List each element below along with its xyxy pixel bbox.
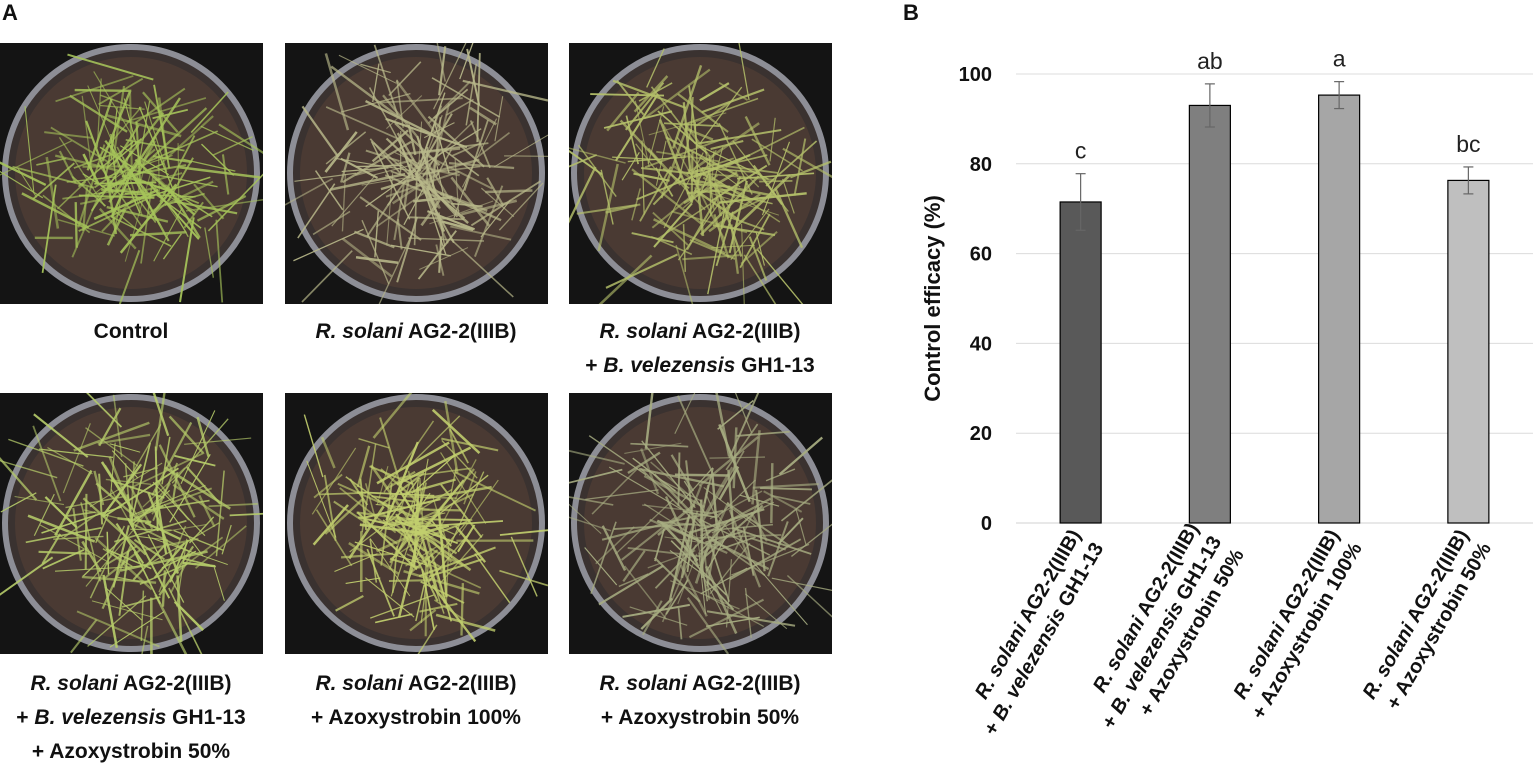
- x-category-label: R. solani AG2-2(IIIB)+ B. velezensis GH1…: [957, 526, 1108, 739]
- panel-a-letter: A: [2, 0, 18, 26]
- photo-caption: Control: [0, 315, 281, 349]
- y-tick-label: 20: [970, 423, 992, 445]
- significance-letter: ab: [1197, 48, 1223, 74]
- y-tick-label: 40: [970, 333, 992, 355]
- turfgrass-pot-photo: [285, 43, 548, 304]
- photo-caption-line: R. solani AG2-2(IIIB): [266, 315, 566, 349]
- photo-caption-line: + Azoxystrobin 50%: [550, 701, 850, 735]
- y-tick-label: 100: [959, 64, 992, 86]
- significance-letter: bc: [1456, 131, 1480, 157]
- photo-caption: R. solani AG2-2(IIIB)+ Azoxystrobin 50%: [550, 667, 850, 735]
- photo-caption-line: R. solani AG2-2(IIIB): [550, 315, 850, 349]
- photo-caption: R. solani AG2-2(IIIB)+ B. velezensis GH1…: [0, 667, 281, 769]
- photo-caption-line: R. solani AG2-2(IIIB): [266, 667, 566, 701]
- y-tick-label: 60: [970, 244, 992, 266]
- bar: [1060, 202, 1101, 523]
- photo-caption-line: + Azoxystrobin 100%: [266, 701, 566, 735]
- photo-caption: R. solani AG2-2(IIIB)+ B. velezensis GH1…: [550, 315, 850, 383]
- photo-caption-line: + Azoxystrobin 50%: [0, 735, 281, 769]
- photo-caption-line: R. solani AG2-2(IIIB): [0, 667, 281, 701]
- y-axis-label: Control efficacy (%): [920, 195, 945, 402]
- photo-caption-line: + B. velezensis GH1-13: [0, 701, 281, 735]
- bar: [1319, 95, 1360, 523]
- turfgrass-pot-photo: [0, 43, 263, 304]
- photo-caption-line: R. solani AG2-2(IIIB): [550, 667, 850, 701]
- turfgrass-pot-photo: [569, 43, 832, 304]
- photo-caption: R. solani AG2-2(IIIB)+ Azoxystrobin 100%: [266, 667, 566, 735]
- bar: [1448, 180, 1489, 523]
- y-tick-label: 80: [970, 154, 992, 176]
- photo-caption-line: Control: [0, 315, 281, 349]
- turfgrass-pot-photo: [0, 393, 263, 654]
- turfgrass-pot-photo: [569, 393, 832, 654]
- photo-caption: R. solani AG2-2(IIIB): [266, 315, 566, 349]
- significance-letter: c: [1075, 138, 1087, 164]
- bar: [1189, 105, 1230, 523]
- x-category-label: R. solani AG2-2(IIIB)+ Azoxystrobin 50%: [1359, 526, 1496, 716]
- y-tick-label: 0: [981, 513, 992, 535]
- significance-letter: a: [1333, 46, 1346, 72]
- bar-chart: 0 20 40 60 80 100 Control efficacy (%) c R. sola…: [900, 0, 1535, 758]
- photo-caption-line: + B. velezensis GH1-13: [550, 349, 850, 383]
- turfgrass-pot-photo: [285, 393, 548, 654]
